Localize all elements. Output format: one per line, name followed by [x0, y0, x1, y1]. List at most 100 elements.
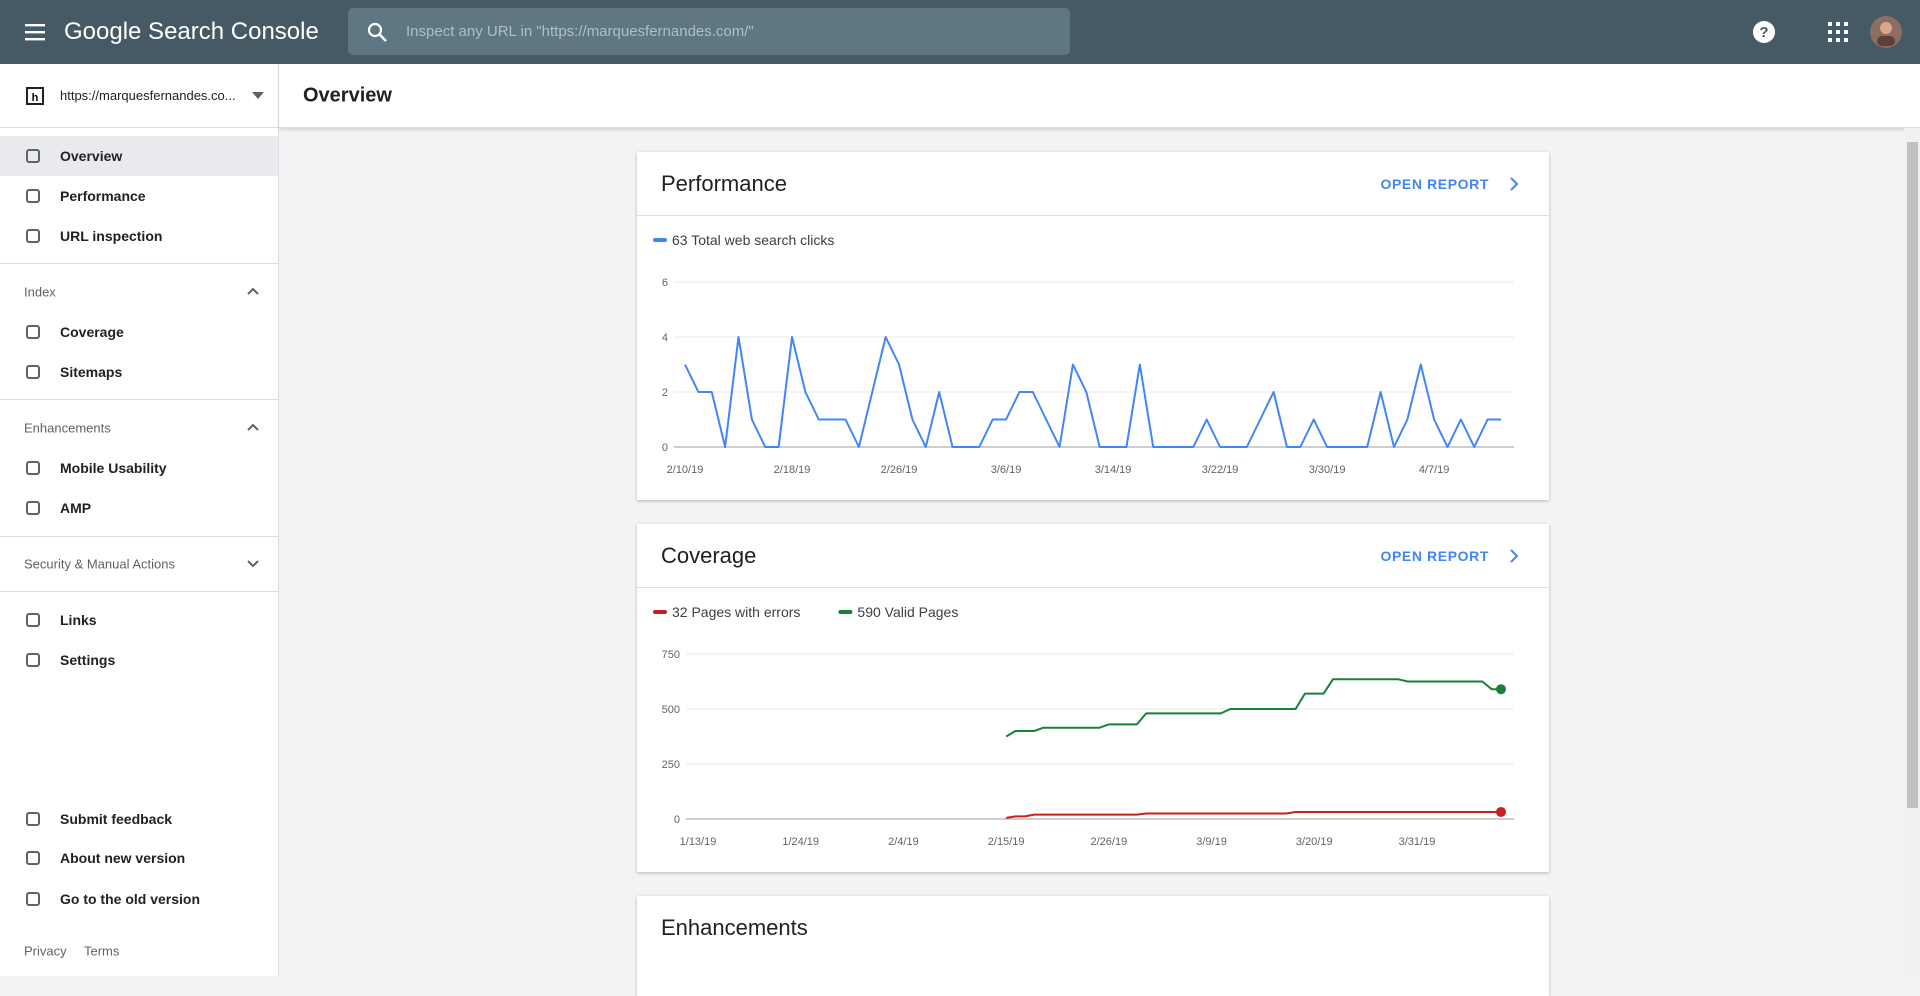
open-report[interactable]: OPEN REPORT [1380, 176, 1489, 192]
performance-card: Performance OPEN REPORT 63 Total web sea… [637, 152, 1549, 500]
nav-icon [25, 324, 41, 340]
y-tick-label: 4 [662, 332, 668, 344]
property-dropdown[interactable] [252, 92, 264, 100]
x-tick-label: 1/13/19 [680, 836, 717, 848]
search-icon [367, 22, 387, 42]
active-highlight [0, 136, 278, 176]
divider [0, 536, 278, 537]
card-title: Performance [661, 171, 787, 196]
nav-section[interactable]: Security & Manual Actions [24, 556, 176, 572]
legal-link[interactable]: Terms [84, 943, 120, 959]
nav-item[interactable]: Links [60, 612, 97, 628]
nav-icon [25, 891, 41, 907]
nav-icon [25, 652, 41, 668]
legal-link[interactable]: Privacy [24, 943, 67, 959]
x-tick-label: 3/9/19 [1196, 836, 1227, 848]
x-tick-label: 2/26/19 [881, 464, 918, 476]
nav-icon [25, 850, 41, 866]
x-tick-label: 3/14/19 [1095, 464, 1132, 476]
nav-item[interactable]: Performance [60, 188, 146, 204]
chart: 63 Total web search clicks 0 2 4 6 2/10/19 2/1… [653, 232, 1514, 476]
nav-icon [25, 500, 41, 516]
scrollbar-thumb[interactable] [1907, 142, 1918, 808]
property-selector[interactable]: https://marquesfernandes.co... [60, 88, 236, 103]
nav-icon [25, 612, 41, 628]
section-chevron[interactable] [246, 284, 262, 300]
help-button[interactable]: ? [1752, 20, 1776, 44]
legend-label: 63 Total web search clicks [672, 232, 834, 248]
nav-icon [25, 364, 41, 380]
legend-label: 590 Valid Pages [857, 604, 958, 620]
nav-item[interactable]: Coverage [60, 324, 124, 340]
nav-item[interactable]: Mobile Usability [60, 460, 167, 476]
nav-item[interactable]: Overview [60, 148, 123, 164]
y-tick-label: 250 [662, 759, 680, 771]
y-tick-label: 500 [662, 704, 680, 716]
nav-item[interactable]: URL inspection [60, 228, 163, 244]
nav-section[interactable]: Index [24, 284, 56, 300]
y-tick-label: 750 [662, 649, 680, 661]
divider [0, 399, 278, 400]
card-title: Coverage [661, 543, 757, 568]
property-icon: h [26, 87, 44, 105]
x-tick-label: 3/6/19 [991, 464, 1022, 476]
nav-item[interactable]: Go to the old version [60, 891, 201, 907]
nav-item[interactable]: Sitemaps [60, 364, 123, 380]
divider [637, 215, 1549, 216]
svg-text:?: ? [1759, 24, 1768, 41]
menu-button[interactable] [24, 21, 46, 43]
nav-item[interactable]: AMP [60, 500, 92, 516]
enhancements-card: Enhancements [637, 896, 1549, 996]
url-inspect-search[interactable]: Inspect any URL in "https://marquesferna… [348, 8, 1070, 55]
product-name: Google Search Console [64, 18, 319, 45]
series-line [1005, 678, 1501, 738]
x-tick-label: 3/22/19 [1202, 464, 1239, 476]
nav-item[interactable]: Settings [60, 652, 116, 668]
x-tick-label: 3/30/19 [1309, 464, 1346, 476]
chart: 32 Pages with errors 590 Valid Pages 0 250 5… [653, 604, 1514, 848]
coverage-card: Coverage OPEN REPORT 32 Pages with error… [637, 524, 1549, 872]
divider [637, 587, 1549, 588]
nav-icon [25, 188, 41, 204]
x-tick-label: 2/4/19 [888, 836, 919, 848]
x-tick-label: 3/31/19 [1399, 836, 1436, 848]
nav-icon [25, 148, 41, 164]
section-chevron[interactable] [246, 556, 262, 572]
top-bar: Google Search Console Inspect any URL in… [0, 0, 1920, 64]
series-line [684, 336, 1501, 448]
divider [0, 263, 278, 264]
y-tick-label: 0 [674, 814, 680, 826]
x-tick-label: 3/20/19 [1296, 836, 1333, 848]
page-header: Overview [279, 64, 1920, 128]
open-report[interactable]: OPEN REPORT [1380, 548, 1489, 564]
scrollbar[interactable] [1904, 128, 1920, 976]
nav-icon [25, 460, 41, 476]
x-tick-label: 2/26/19 [1090, 836, 1127, 848]
divider [0, 591, 278, 592]
nav-icon [25, 811, 41, 827]
nav-item[interactable]: About new version [60, 850, 186, 866]
card-title: Enhancements [661, 915, 808, 940]
sidebar: h https://marquesfernandes.co... Overvie… [0, 64, 279, 976]
apps-button[interactable] [1828, 22, 1848, 42]
legend-label: 32 Pages with errors [672, 604, 800, 620]
chevron [1510, 549, 1519, 563]
chevron [1510, 177, 1519, 191]
x-tick-label: 2/15/19 [988, 836, 1025, 848]
page-title: Overview [303, 84, 392, 107]
divider [0, 127, 278, 128]
svg-text:h: h [32, 92, 39, 104]
end-marker [1496, 806, 1506, 817]
section-chevron[interactable] [246, 420, 262, 436]
x-tick-label: 2/18/19 [774, 464, 811, 476]
y-tick-label: 6 [662, 277, 668, 289]
search-placeholder: Inspect any URL in "https://marquesferna… [406, 23, 754, 40]
x-tick-label: 1/24/19 [782, 836, 819, 848]
series-line [1005, 810, 1501, 819]
nav-section[interactable]: Enhancements [24, 420, 111, 436]
x-tick-label: 2/10/19 [667, 464, 704, 476]
nav-icon [25, 228, 41, 244]
account-avatar[interactable] [1869, 15, 1903, 49]
nav-item[interactable]: Submit feedback [60, 811, 173, 827]
